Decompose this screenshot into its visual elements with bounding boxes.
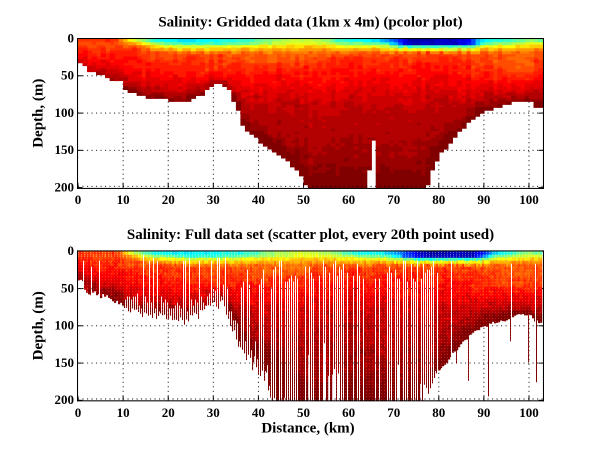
svg-text:100: 100 [519, 405, 539, 420]
svg-text:150: 150 [55, 355, 75, 370]
svg-text:Depth, (m): Depth, (m) [31, 291, 47, 360]
svg-text:10: 10 [117, 192, 130, 207]
svg-text:40: 40 [252, 405, 265, 420]
svg-text:50: 50 [297, 405, 310, 420]
svg-text:100: 100 [519, 192, 539, 207]
svg-text:100: 100 [55, 318, 75, 333]
svg-text:Depth, (m): Depth, (m) [31, 79, 47, 148]
svg-text:0: 0 [68, 30, 75, 45]
svg-text:0: 0 [75, 192, 82, 207]
svg-text:100: 100 [55, 105, 75, 120]
svg-text:70: 70 [387, 192, 400, 207]
svg-text:Distance, (km): Distance, (km) [261, 421, 354, 437]
svg-text:Salinity: Full data set (scatt: Salinity: Full data set (scatter plot, e… [127, 227, 494, 243]
svg-text:50: 50 [61, 280, 74, 295]
svg-text:20: 20 [162, 405, 175, 420]
svg-text:50: 50 [61, 68, 74, 83]
svg-text:90: 90 [477, 405, 490, 420]
svg-text:0: 0 [68, 243, 75, 258]
svg-text:Salinity: Gridded data (1km x: Salinity: Gridded data (1km x 4m) (pcolo… [158, 15, 462, 31]
svg-text:50: 50 [297, 192, 310, 207]
svg-text:80: 80 [432, 405, 445, 420]
svg-text:30: 30 [207, 192, 220, 207]
svg-text:0: 0 [75, 405, 82, 420]
svg-text:20: 20 [162, 192, 175, 207]
svg-text:90: 90 [477, 192, 490, 207]
svg-text:30: 30 [207, 405, 220, 420]
svg-text:70: 70 [387, 405, 400, 420]
svg-text:200: 200 [55, 392, 75, 407]
svg-text:200: 200 [55, 179, 75, 194]
svg-text:10: 10 [117, 405, 130, 420]
svg-text:40: 40 [252, 192, 265, 207]
svg-text:150: 150 [55, 142, 75, 157]
svg-text:80: 80 [432, 192, 445, 207]
svg-text:60: 60 [342, 405, 355, 420]
svg-text:60: 60 [342, 192, 355, 207]
